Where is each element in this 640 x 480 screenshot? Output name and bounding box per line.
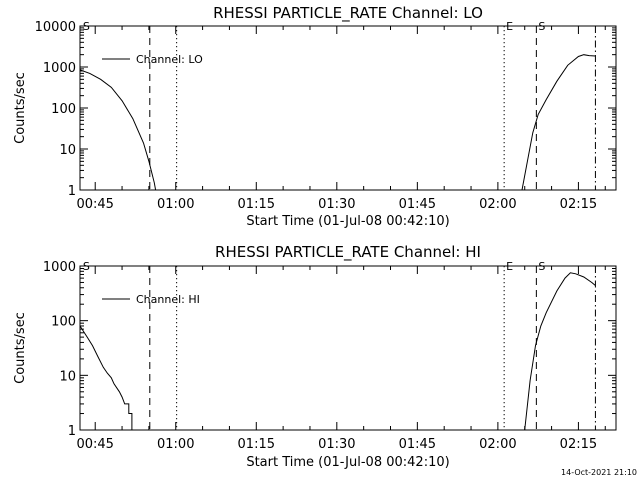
y-tick-label: 1000 <box>43 61 76 76</box>
bottom-chart-hi: RHESSI PARTICLE_RATE Channel: HI Start Ti… <box>13 243 617 470</box>
series-line <box>79 69 157 191</box>
y-tick-label: 100 <box>51 315 76 330</box>
x-tick-label: 01:15 <box>238 197 275 212</box>
x-tick-label: 02:15 <box>560 197 597 212</box>
y-tick-label: 10 <box>59 143 76 158</box>
x-tick-label: 01:00 <box>157 197 194 212</box>
legend-label: Channel: HI <box>136 293 200 306</box>
event-marker-label: S <box>83 20 90 33</box>
footer-timestamp: 14-Oct-2021 21:10 <box>561 468 637 477</box>
event-marker-label: S <box>538 20 545 33</box>
event-marker-label: S <box>538 260 545 273</box>
chart-title: RHESSI PARTICLE_RATE Channel: LO <box>213 4 483 23</box>
plot-frame <box>79 25 617 191</box>
x-tick-label: 01:45 <box>399 197 436 212</box>
x-tick-label: 01:45 <box>399 437 436 452</box>
x-tick-label: 01:30 <box>318 437 355 452</box>
x-tick-label: 00:45 <box>76 197 113 212</box>
x-tick-label: 01:00 <box>157 437 194 452</box>
top-chart-lo: RHESSI PARTICLE_RATE Channel: LO Start Ti… <box>13 4 617 229</box>
y-axis-label: Counts/sec <box>13 312 28 384</box>
y-tick-label: 10000 <box>35 20 76 35</box>
event-marker-label: S <box>83 260 90 273</box>
y-tick-label: 100 <box>51 102 76 117</box>
x-axis-label: Start Time (01-Jul-08 00:42:10) <box>246 214 449 229</box>
chart-title: RHESSI PARTICLE_RATE Channel: HI <box>215 243 481 262</box>
y-tick-label: 1000 <box>43 260 76 275</box>
y-tick-label: 1 <box>68 424 76 439</box>
x-tick-label: 01:15 <box>238 437 275 452</box>
series-line <box>521 54 596 191</box>
y-axis-label: Counts/sec <box>13 72 28 144</box>
x-tick-label: 02:00 <box>479 437 516 452</box>
event-marker-label: E <box>506 260 513 273</box>
x-tick-label: 01:30 <box>318 197 355 212</box>
x-tick-label: 00:45 <box>76 437 113 452</box>
x-tick-label: 02:00 <box>479 197 516 212</box>
event-marker-label: E <box>506 20 513 33</box>
x-axis-label: Start Time (01-Jul-08 00:42:10) <box>246 455 449 470</box>
series-line <box>524 272 596 431</box>
legend-label: Channel: LO <box>136 53 203 66</box>
y-tick-label: 10 <box>59 369 76 384</box>
series-line <box>79 325 133 430</box>
y-tick-label: 1 <box>68 184 76 199</box>
x-tick-label: 02:15 <box>560 437 597 452</box>
plot-frame <box>79 265 617 431</box>
